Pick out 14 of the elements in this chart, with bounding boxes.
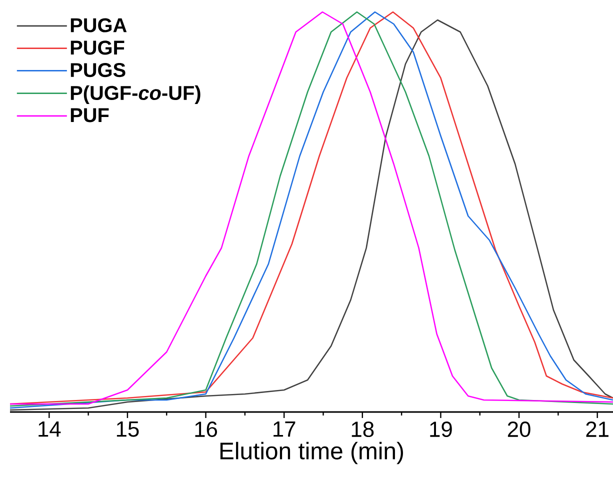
x-tick-label: 19 bbox=[430, 422, 452, 438]
legend-label: PUGF bbox=[70, 40, 124, 55]
x-tick-label: 20 bbox=[508, 422, 530, 438]
x-tick-label: 14 bbox=[38, 422, 61, 437]
x-tick-label: 15 bbox=[116, 422, 139, 437]
x-tick-label: 21 bbox=[586, 422, 608, 437]
legend-label: PUF bbox=[70, 108, 109, 122]
legend-label: PUGA bbox=[70, 18, 127, 32]
x-tick-label: 17 bbox=[274, 422, 296, 437]
legend-label: P(UGF-co-UF) bbox=[70, 85, 200, 104]
x-tick-label: 16 bbox=[195, 422, 218, 438]
legend-label: PUGS bbox=[70, 62, 126, 78]
x-tick-label: 18 bbox=[352, 422, 374, 438]
x-axis-title: Elution time (min) bbox=[220, 442, 403, 464]
